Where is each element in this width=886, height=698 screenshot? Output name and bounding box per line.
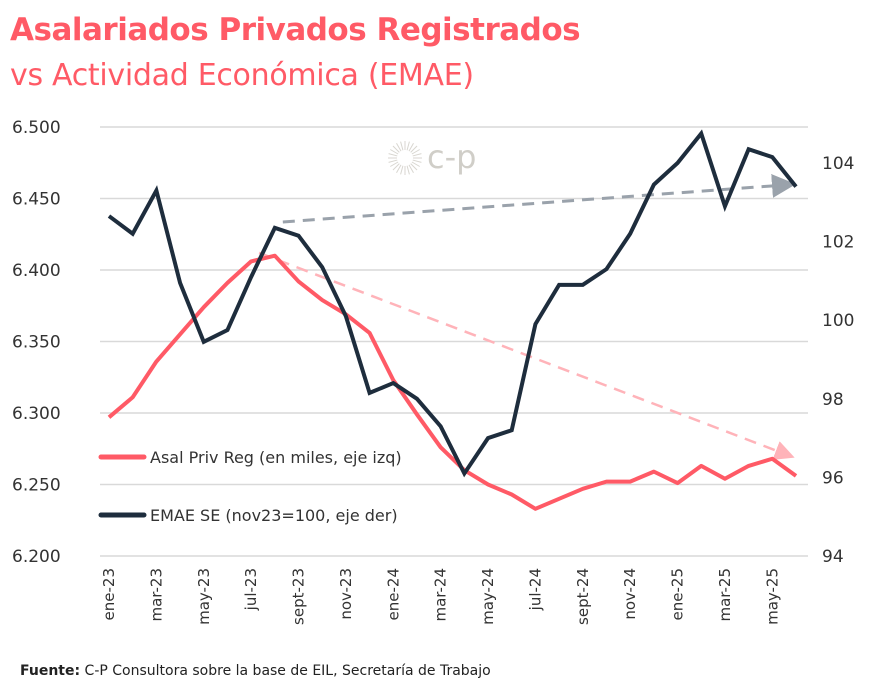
sun-ray [406, 165, 410, 175]
y-left-tick-label: 6.350 [12, 333, 61, 353]
x-tick-label: jul-24 [526, 568, 544, 611]
sun-ray [392, 145, 400, 153]
asal-series-line [107, 253, 798, 511]
sun-ray [396, 164, 402, 173]
y-right-tick-label: 104 [822, 154, 854, 174]
sun-ray [406, 141, 410, 151]
sun-ray [411, 149, 420, 155]
sun-ray [410, 145, 418, 153]
source-note: Fuente: C-P Consultora sobre la base de … [20, 663, 491, 679]
sun-ray [410, 163, 418, 171]
x-tick-label: nov-23 [337, 568, 355, 620]
sun-ray [396, 143, 402, 152]
watermark-text: c-p [427, 138, 476, 176]
sun-ray [390, 161, 399, 167]
x-tick-label: mar-24 [432, 568, 450, 622]
sun-ray [388, 153, 398, 157]
sun-ray [408, 164, 414, 173]
x-tick-label: mar-23 [147, 568, 165, 622]
x-tick-label: may-24 [479, 568, 497, 625]
y-left-tick-label: 6.300 [12, 404, 61, 424]
y-left-tick-label: 6.250 [12, 476, 61, 496]
x-tick-label: mar-25 [716, 568, 734, 622]
y-right-tick-label: 102 [822, 233, 854, 253]
y-right-tick-label: 100 [822, 311, 854, 331]
sun-ray [412, 153, 422, 157]
x-tick-label: jul-23 [242, 568, 260, 611]
y-left-tick-label: 6.400 [12, 261, 61, 281]
y-right-tick-label: 94 [822, 547, 844, 567]
source-label: Fuente: [20, 663, 81, 679]
x-tick-label: may-23 [195, 568, 213, 625]
y-right-tick-label: 98 [822, 390, 844, 410]
sun-ray [392, 163, 400, 171]
emae-trend-arrow [282, 173, 796, 224]
sun-ray [388, 159, 398, 163]
legend-label-emae: EMAE SE (nov23=100, eje der) [150, 506, 398, 525]
emae-series-line [107, 129, 798, 478]
chart-title: Asalariados Privados Registrados [10, 12, 581, 48]
x-tick-label: may-25 [763, 568, 781, 625]
sun-ray [412, 159, 422, 163]
asal-trend-arrow [258, 251, 795, 460]
chart-subtitle: vs Actividad Económica (EMAE) [10, 58, 474, 93]
y-right-tick-label: 96 [822, 468, 844, 488]
source-text: C-P Consultora sobre la base de EIL, Sec… [80, 663, 491, 679]
x-tick-label: ene-24 [384, 568, 402, 620]
x-tick-label: sept-23 [290, 568, 308, 625]
watermark-logo: c-p [388, 138, 476, 176]
sun-ray [400, 141, 404, 151]
x-tick-label: nov-24 [621, 568, 639, 620]
y-left-tick-label: 6.450 [12, 190, 61, 210]
sun-ray [400, 165, 404, 175]
y-left-tick-label: 6.500 [12, 118, 61, 138]
sun-ray [390, 149, 399, 155]
y-left-tick-label: 6.200 [12, 547, 61, 567]
sun-ray [408, 143, 414, 152]
legend-label-asal: Asal Priv Reg (en miles, eje izq) [150, 448, 402, 467]
x-tick-label: ene-25 [669, 568, 687, 620]
sun-ray [411, 161, 420, 167]
x-tick-label: sept-24 [574, 568, 592, 625]
x-tick-label: ene-23 [100, 568, 118, 620]
